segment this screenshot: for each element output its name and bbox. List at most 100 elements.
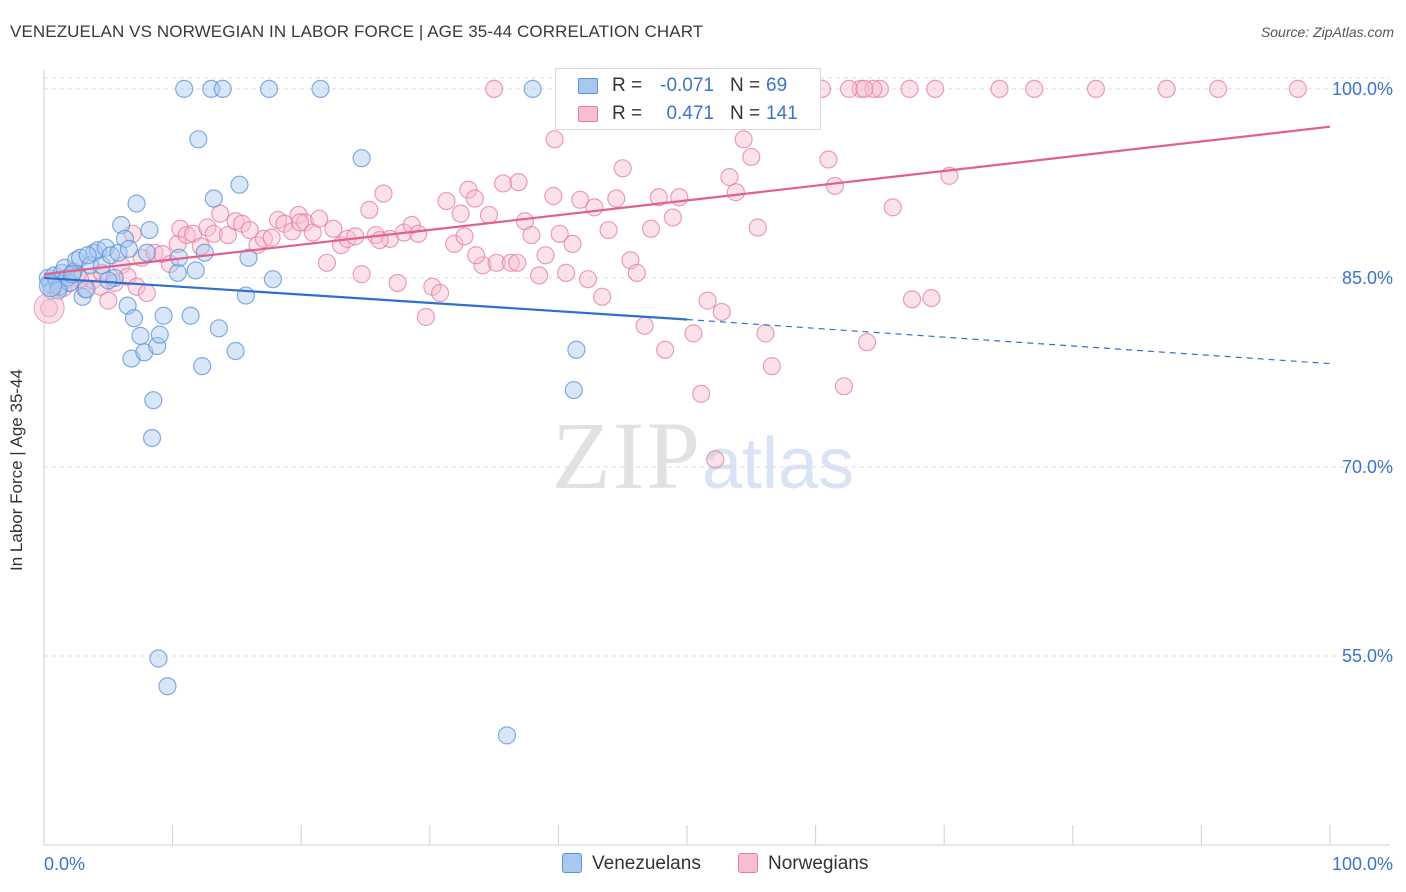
venezuelan-point [99, 271, 118, 290]
n-label: N = [730, 75, 761, 96]
norwegian-point [762, 357, 781, 376]
legend-item-venezuelans[interactable]: Venezuelans [562, 852, 701, 876]
norwegian-point [1157, 79, 1176, 99]
norwegian-point [834, 377, 853, 396]
norwegian-point [1209, 79, 1228, 99]
norwegian-point [900, 79, 919, 99]
norwegian-point [726, 183, 745, 202]
norwegian-point [509, 173, 528, 192]
norwegian-point [698, 291, 717, 310]
venezuelan-point [181, 306, 200, 325]
norwegian-point [416, 307, 436, 327]
venezuelan-point [259, 79, 279, 99]
norwegian-point [1086, 79, 1106, 99]
r-value: 0.471 [666, 103, 714, 124]
watermark-zip: ZIP [552, 402, 702, 509]
norwegian-point [317, 253, 337, 272]
venezuelan-point [154, 306, 173, 325]
norwegian-point [1025, 79, 1044, 99]
norwegian-point [451, 204, 470, 223]
norwegian-point [544, 186, 563, 206]
stats-legend-row-venezuelans: R = -0.071 N = 69 [556, 72, 820, 100]
norwegian-point [571, 190, 590, 209]
venezuelan-point [131, 326, 150, 345]
norwegian-point [593, 287, 612, 306]
venezuelan-point [209, 319, 228, 338]
venezuelan-point [186, 261, 205, 280]
venezuelan-point [226, 341, 245, 361]
norwegian-point [627, 263, 646, 282]
stats-legend-row-norwegians: R = 0.471 N = 141 [556, 100, 820, 128]
venezuelan-point [230, 175, 249, 194]
norwegian-point [742, 147, 761, 167]
venezuelan-point [564, 380, 583, 400]
norwegian-point [473, 256, 492, 275]
venezuelan-point [567, 340, 586, 359]
norwegian-point [706, 450, 725, 469]
norwegian-point [990, 79, 1009, 99]
venezuelan-point [144, 391, 163, 410]
norwegian-point [324, 219, 343, 238]
venezuelan-point [352, 149, 371, 168]
y-tick-label: 100.0% [1332, 79, 1393, 99]
venezuelan-point [78, 246, 97, 265]
norwegian-point [663, 208, 682, 227]
norwegian-point [445, 234, 464, 254]
venezuelan-point [92, 256, 111, 275]
norwegian-point [536, 246, 555, 265]
legend-label-norwegians: Norwegians [768, 853, 869, 874]
venezuelan-point [158, 677, 177, 696]
n-value: 141 [766, 103, 798, 124]
venezuelan-point [140, 220, 159, 240]
venezuelan-point [239, 248, 258, 267]
norwegian-point [295, 213, 315, 232]
norwegian-point [204, 224, 223, 243]
r-label: R = [612, 75, 643, 96]
norwegian-point [240, 220, 259, 240]
norwegians-trend-line [43, 125, 1331, 276]
y-tick-label: 85.0% [1342, 268, 1393, 288]
norwegian-point [430, 283, 450, 303]
norwegian-point [485, 79, 504, 99]
norwegian-point [289, 205, 308, 225]
venezuelan-point [189, 130, 208, 149]
norwegian-point [508, 253, 527, 272]
norwegian-point [641, 219, 661, 238]
venezuelan-point [168, 263, 187, 282]
venezuelans-legend-swatch [562, 853, 582, 873]
venezuelan-point [119, 239, 138, 259]
norwegian-point [599, 220, 618, 240]
norwegian-point [290, 213, 310, 232]
norwegian-point [545, 130, 564, 149]
legend-label-venezuelans: Venezuelans [592, 853, 701, 874]
norwegian-point [635, 316, 654, 335]
zipatlas-watermark: ZIPatlas [552, 400, 854, 511]
norwegian-point [825, 176, 844, 196]
norwegian-point [902, 290, 922, 309]
norwegian-point [409, 224, 428, 243]
norwegian-point [455, 227, 474, 246]
venezuelan-point [150, 325, 169, 344]
r-value: -0.071 [660, 75, 714, 96]
source-credit: Source: ZipAtlas.com [1260, 24, 1394, 40]
norwegian-point [692, 384, 711, 403]
venezuelan-point [137, 243, 156, 262]
norwegian-point [712, 302, 731, 322]
venezuelan-point [497, 726, 517, 745]
norwegian-point [1288, 79, 1307, 99]
y-tick-label: 70.0% [1342, 457, 1393, 477]
norwegian-point [218, 225, 237, 245]
venezuelan-point [263, 270, 283, 289]
norwegian-point [479, 205, 499, 225]
norwegian-point [870, 79, 890, 99]
legend-item-norwegians[interactable]: Norwegians [738, 852, 868, 876]
venezuelan-point [115, 229, 135, 248]
norwegian-point [465, 189, 484, 208]
venezuelan-point [112, 215, 131, 235]
norwegian-point [352, 265, 371, 284]
venezuelan-point [195, 243, 214, 262]
norwegian-point [684, 324, 703, 343]
norwegian-point [748, 218, 767, 237]
